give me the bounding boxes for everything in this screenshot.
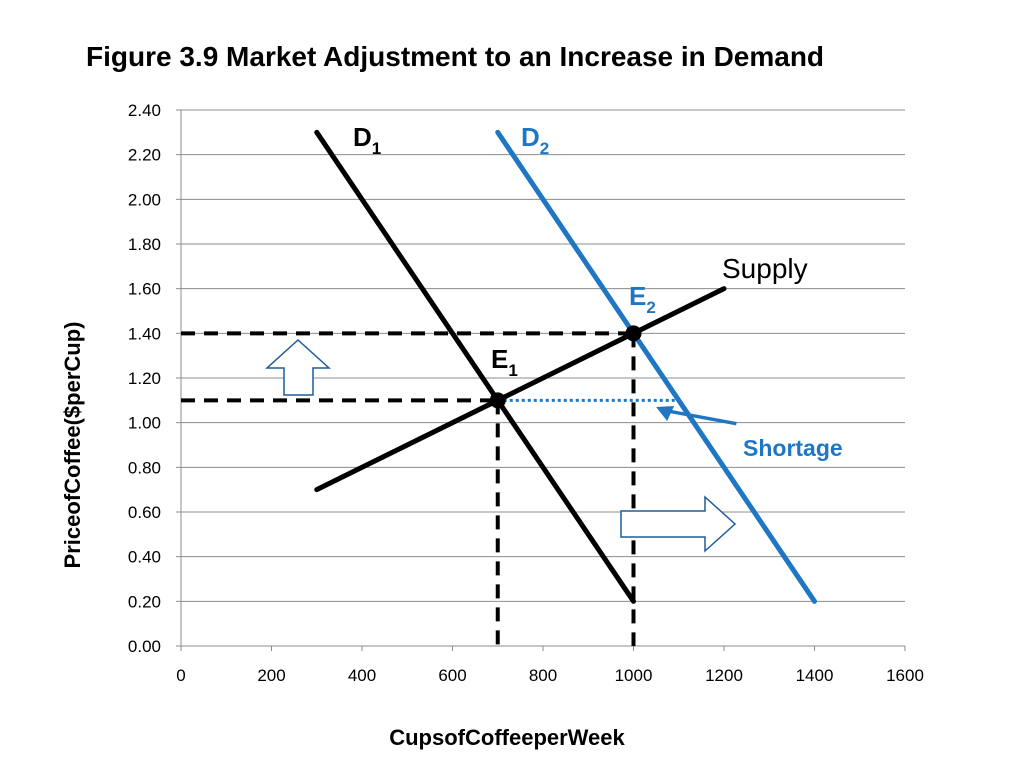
y-tick-label: 1.00 — [128, 414, 161, 433]
y-tick-label: 0.20 — [128, 592, 161, 611]
x-tick-label: 1400 — [796, 666, 834, 685]
supply-label: Supply — [722, 253, 808, 284]
y-tick-label: 0.00 — [128, 637, 161, 656]
y-tick-label: 1.40 — [128, 324, 161, 343]
e2-label: E2 — [629, 281, 656, 317]
y-tick-label: 2.40 — [128, 101, 161, 120]
curves — [317, 132, 815, 601]
equilibrium-dot-2 — [626, 325, 642, 341]
y-tick-label: 2.00 — [128, 190, 161, 209]
shortage-pointer-head — [656, 406, 674, 421]
demand-shift-arrow — [621, 497, 735, 551]
x-tick-label: 800 — [529, 666, 557, 685]
x-axis-label: Cups of Coffee per Week — [389, 725, 625, 750]
x-tick-label: 400 — [348, 666, 376, 685]
x-tick-label: 0 — [176, 666, 185, 685]
y-tick-label: 1.20 — [128, 369, 161, 388]
tick-labels: 0.00 0.20 0.40 0.60 0.80 1.00 1.20 1.40 1.60 1.80… — [128, 101, 924, 685]
d2-label: D2 — [521, 122, 549, 158]
y-tick-label: 0.40 — [128, 548, 161, 567]
x-tick-label: 1200 — [705, 666, 743, 685]
chart-title: Figure 3.9 Market Adjustment to an Incre… — [86, 41, 824, 72]
y-tick-label: 1.60 — [128, 280, 161, 299]
y-axis-label: Price of Coffee ($ per Cup) — [60, 322, 85, 569]
d1-curve — [317, 132, 634, 601]
y-tick-label: 2.20 — [128, 146, 161, 165]
shortage-pointer-line — [668, 411, 736, 424]
equilibrium-dot-1 — [490, 392, 506, 408]
x-tick-label: 1600 — [886, 666, 924, 685]
y-tick-label: 0.60 — [128, 503, 161, 522]
dashed-guides — [181, 333, 679, 646]
y-tick-label: 1.80 — [128, 235, 161, 254]
e1-label: E1 — [491, 344, 518, 380]
x-tick-label: 1000 — [615, 666, 653, 685]
price-up-arrow — [267, 340, 329, 395]
shortage-label: Shortage — [743, 435, 843, 461]
d1-label: D1 — [353, 122, 381, 158]
y-tick-label: 0.80 — [128, 458, 161, 477]
supply-curve — [317, 289, 724, 490]
x-tick-label: 600 — [438, 666, 466, 685]
x-tick-label: 200 — [257, 666, 285, 685]
